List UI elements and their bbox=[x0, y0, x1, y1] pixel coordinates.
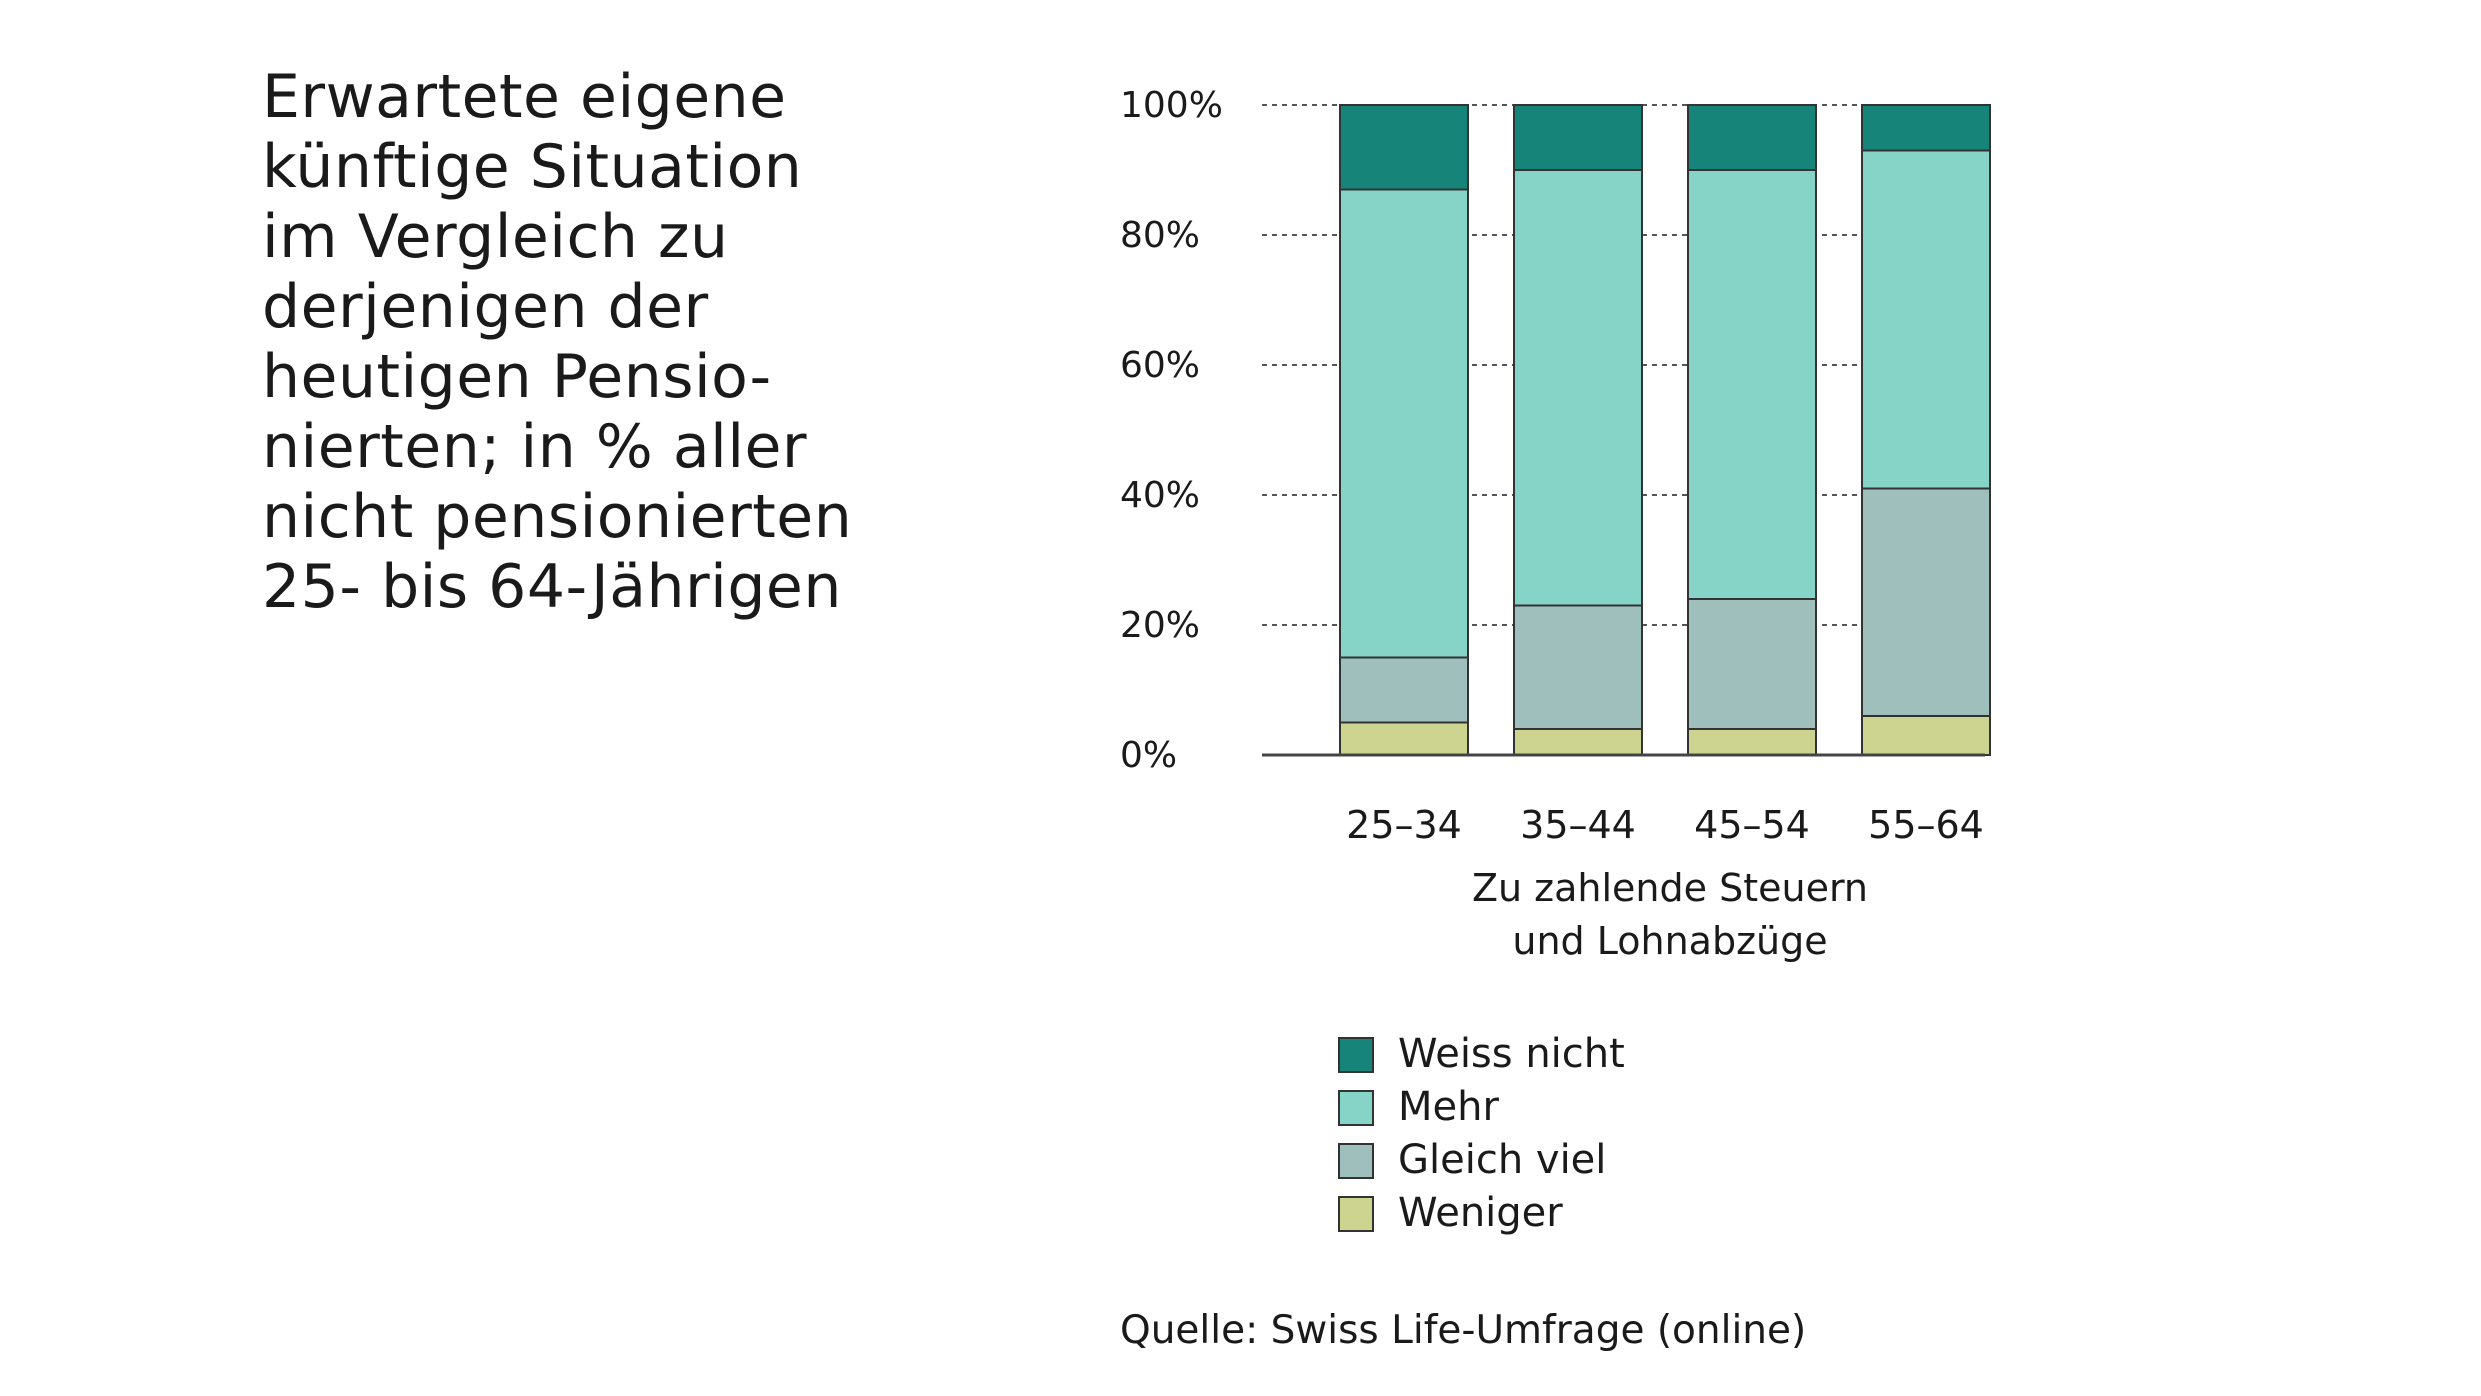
x-axis-title-line-1: Zu zahlende Steuern bbox=[1471, 866, 1868, 910]
x-axis-title-line-2: und Lohnabzüge bbox=[1512, 919, 1828, 963]
bar-segment bbox=[1513, 604, 1643, 730]
legend-label: Weiss nicht bbox=[1398, 1031, 1625, 1077]
legend-item: Mehr bbox=[1338, 1081, 1625, 1134]
bar-segment bbox=[1861, 487, 1991, 717]
bar-segment bbox=[1687, 104, 1817, 171]
y-tick-label: 0% bbox=[1120, 735, 1177, 776]
bar-segment bbox=[1513, 728, 1643, 756]
bar-segment bbox=[1339, 656, 1469, 724]
y-tick-label: 40% bbox=[1120, 475, 1200, 516]
x-tick-label: 55–64 bbox=[1868, 803, 1984, 847]
legend-swatch bbox=[1338, 1036, 1374, 1073]
legend-label: Weniger bbox=[1398, 1190, 1563, 1236]
bars bbox=[1339, 104, 1991, 756]
y-tick-label: 20% bbox=[1120, 605, 1200, 646]
y-tick-label: 80% bbox=[1120, 215, 1200, 256]
bar-segment bbox=[1339, 721, 1469, 756]
x-axis-title: Zu zahlende Steuern und Lohnabzüge bbox=[1420, 862, 1920, 968]
legend-item: Weiss nicht bbox=[1338, 1028, 1625, 1081]
bar-segment bbox=[1861, 715, 1991, 756]
chart-title: Erwartete eigene künftige Situation im V… bbox=[262, 62, 853, 622]
bar-segment bbox=[1339, 188, 1469, 659]
legend: Weiss nicht Mehr Gleich viel Weniger bbox=[1338, 1028, 1625, 1240]
bar-segment bbox=[1861, 104, 1991, 152]
tick-labels: 0% 20% 40% 60% 80% 100% 25–34 35–44 45–54 55–64 bbox=[1120, 85, 1984, 847]
legend-swatch bbox=[1338, 1195, 1374, 1232]
legend-label: Mehr bbox=[1398, 1084, 1499, 1130]
source-note: Quelle: Swiss Life-Umfrage (online) bbox=[1120, 1308, 1807, 1353]
bar-segment bbox=[1513, 169, 1643, 607]
legend-item: Gleich viel bbox=[1338, 1134, 1625, 1187]
bar-segment bbox=[1861, 149, 1991, 490]
legend-swatch bbox=[1338, 1089, 1374, 1126]
legend-item: Weniger bbox=[1338, 1187, 1625, 1240]
bar-segment bbox=[1687, 169, 1817, 600]
bar-segment bbox=[1687, 728, 1817, 756]
y-tick-label: 100% bbox=[1120, 85, 1223, 126]
y-tick-label: 60% bbox=[1120, 345, 1200, 386]
bar-segment bbox=[1687, 598, 1817, 730]
legend-label: Gleich viel bbox=[1398, 1137, 1607, 1183]
x-tick-label: 45–54 bbox=[1694, 803, 1810, 847]
legend-swatch bbox=[1338, 1142, 1374, 1179]
bar-segment bbox=[1513, 104, 1643, 171]
x-tick-label: 25–34 bbox=[1346, 803, 1462, 847]
bar-segment bbox=[1339, 104, 1469, 191]
x-tick-label: 35–44 bbox=[1520, 803, 1636, 847]
